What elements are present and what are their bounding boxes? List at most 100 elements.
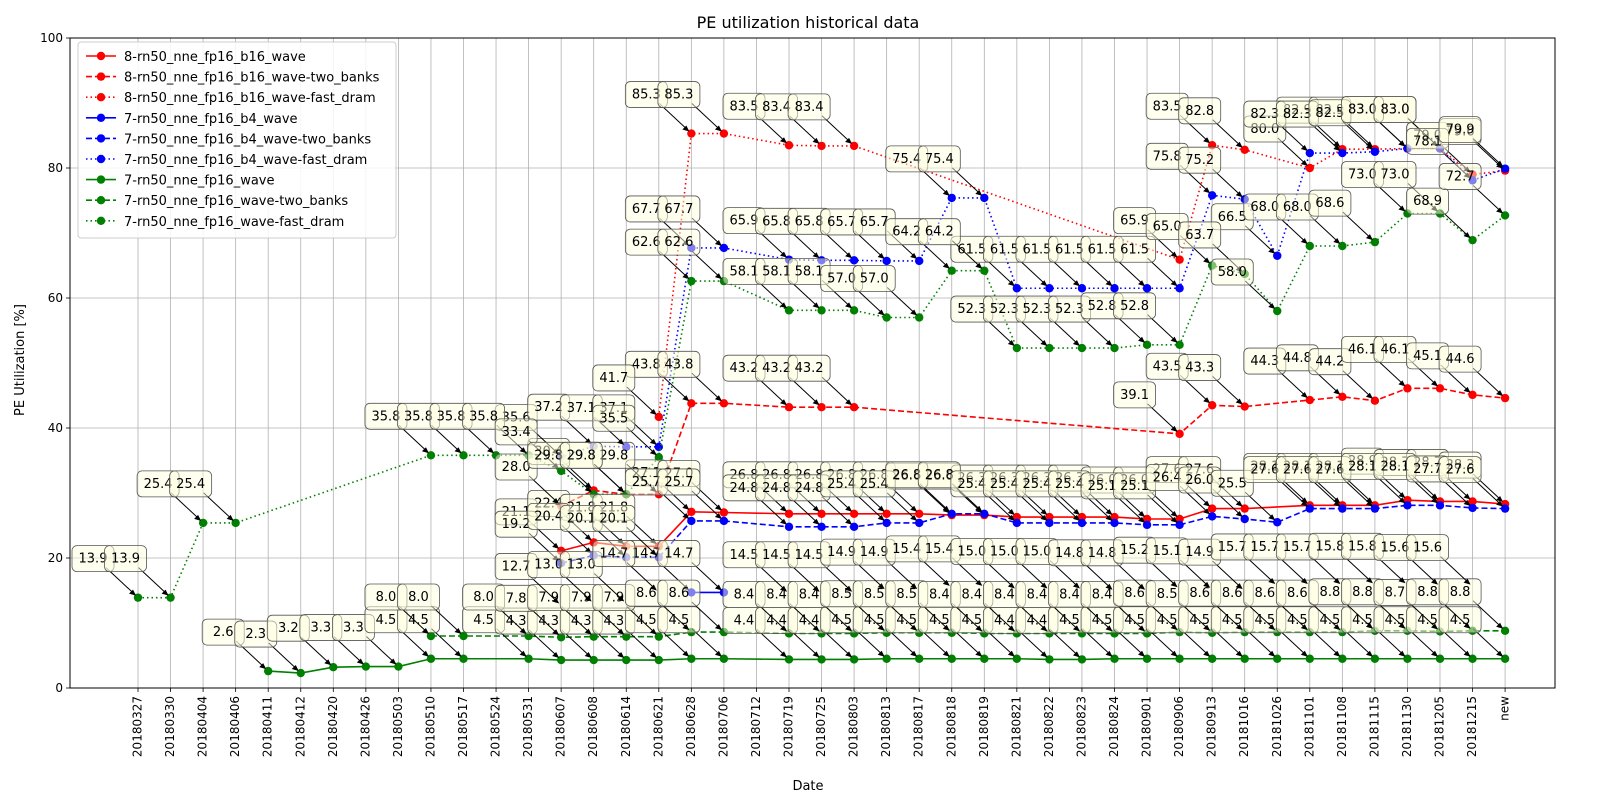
annotation-arrowhead	[1007, 582, 1015, 589]
annotation-arrow	[1342, 554, 1373, 583]
annotation-arrowhead	[975, 189, 983, 196]
annotation-box	[494, 418, 538, 446]
annotation-arrowhead	[519, 628, 527, 634]
annotation-arrowhead	[1235, 624, 1243, 631]
annotation-label: 83.4	[762, 100, 791, 115]
annotation-label: 64.2	[925, 225, 954, 240]
annotation-arrowhead	[1203, 137, 1211, 144]
annotation-arrowhead	[1365, 392, 1373, 399]
annotation-arrowhead	[780, 302, 787, 309]
annotation-label: 35.8	[437, 409, 466, 424]
x-tick-label: 20181215	[1465, 696, 1479, 757]
annotation-box	[1373, 161, 1417, 188]
annotation-box	[1438, 116, 1482, 144]
annotation-arrowhead	[1463, 622, 1471, 629]
annotation-arrow	[1277, 215, 1308, 244]
annotation-label: 13.0	[567, 558, 596, 573]
annotation-arrow	[854, 492, 884, 521]
annotation-arrow	[1342, 370, 1373, 399]
annotation-arrowhead	[1203, 500, 1211, 507]
annotation-label: 14.9	[860, 545, 889, 560]
annotation-label: 15.8	[1315, 539, 1344, 554]
annotation-label: 26.8	[925, 468, 954, 483]
annotation-label: 4.4	[734, 613, 755, 628]
annotation-arrow	[1472, 478, 1503, 506]
annotation-label: 20.1	[567, 511, 596, 526]
annotation-arrow	[398, 605, 429, 634]
y-tick-label: 20	[48, 551, 63, 565]
annotation-arrowhead	[682, 503, 690, 510]
annotation-label: 35.8	[469, 409, 498, 424]
annotation-arrow	[1049, 317, 1080, 346]
annotation-arrow	[1017, 629, 1047, 657]
annotation-arrowhead	[1235, 650, 1243, 657]
annotation-label: 25.1	[1120, 479, 1149, 494]
annotation-arrow	[1017, 257, 1047, 286]
annotation-arrowhead	[617, 595, 625, 602]
x-tick-label: 20181205	[1433, 696, 1447, 757]
annotation-label: 68.0	[1250, 200, 1279, 215]
annotation-arrow	[1342, 211, 1373, 240]
y-tick-label: 40	[48, 421, 63, 435]
annotation-arrowhead	[584, 595, 592, 602]
annotation-arrowhead	[942, 505, 950, 512]
annotation-arrowhead	[1300, 650, 1308, 657]
annotation-label: 52.3	[1022, 302, 1051, 317]
annotation-label: 52.8	[1088, 299, 1117, 314]
annotation-arrowhead	[1138, 280, 1146, 287]
y-tick-label: 80	[48, 161, 63, 175]
annotation-label: 75.4	[892, 152, 921, 167]
annotation-arrow	[561, 606, 592, 635]
annotation-arrow	[268, 642, 299, 671]
annotation-arrow	[203, 492, 233, 521]
legend-marker	[96, 72, 106, 81]
annotation-arrowhead	[812, 651, 820, 658]
annotation-label: 8.5	[1157, 587, 1178, 602]
annotation-arrowhead	[1365, 650, 1373, 657]
annotation-arrowhead	[649, 408, 657, 415]
annotation-arrowhead	[1170, 511, 1178, 517]
annotation-arrowhead	[975, 262, 983, 269]
annotation-arrowhead	[1496, 390, 1504, 397]
annotation-arrow	[593, 606, 624, 635]
annotation-label: 8.4	[929, 587, 950, 602]
annotation-label: 8.6	[1189, 586, 1210, 601]
annotation-label: 7.8	[506, 591, 527, 606]
annotation-label: 15.0	[1022, 545, 1051, 560]
annotation-box	[592, 504, 636, 532]
x-tick-label: 20181026	[1270, 696, 1284, 757]
annotation-arrow	[1244, 280, 1275, 309]
annotation-label: 13.9	[111, 552, 140, 567]
annotation-label: 37.2	[534, 400, 563, 415]
annotation-arrowhead	[714, 395, 722, 402]
legend-marker	[96, 216, 106, 225]
legend-label: 7-rn50_nne_fp16_wave	[124, 174, 275, 189]
annotation-box	[1113, 381, 1156, 409]
annotation-label: 20.1	[599, 511, 628, 526]
annotation-label: 46.1	[1381, 342, 1410, 357]
annotation-arrowhead	[1496, 622, 1504, 629]
annotation-arrow	[756, 496, 787, 525]
annotation-arrow	[1277, 478, 1308, 506]
annotation-arrowhead	[714, 650, 722, 657]
annotation-arrowhead	[780, 518, 787, 525]
annotation-arrow	[789, 376, 819, 405]
annotation-arrowhead	[845, 252, 853, 259]
annotation-arrowhead	[454, 447, 462, 454]
annotation-box	[1406, 534, 1449, 561]
annotation-arrowhead	[780, 399, 787, 406]
annotation-arrowhead	[519, 447, 527, 454]
annotation-arrow	[626, 426, 657, 455]
annotation-box	[1178, 354, 1222, 381]
annotation-label: 73.0	[1348, 168, 1377, 183]
annotation-arrowhead	[454, 628, 462, 634]
annotation-label: 8.8	[1320, 585, 1341, 600]
annotation-arrow	[366, 636, 396, 664]
annotation-arrow	[463, 424, 494, 453]
legend-frame	[77, 41, 397, 239]
annotation-arrow	[170, 492, 201, 521]
annotation-arrowhead	[714, 504, 722, 511]
annotation-arrow	[1147, 628, 1177, 657]
annotation-label: 14.7	[599, 546, 628, 561]
